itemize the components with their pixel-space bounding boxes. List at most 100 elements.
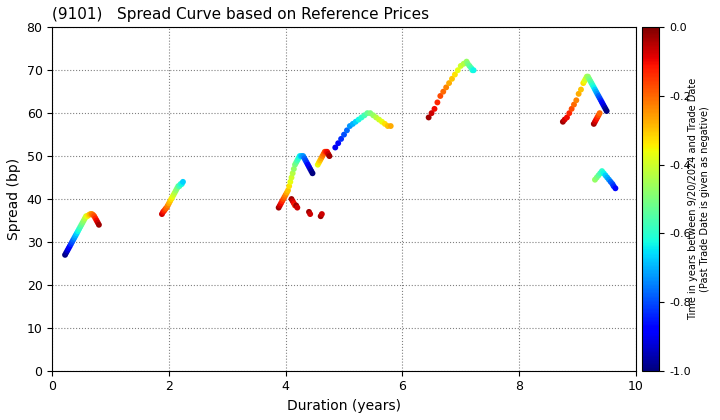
Point (592, 114, 603, 121)
Point (593, 93, 604, 100)
Point (600, 172, 611, 179)
Point (458, 60, 469, 67)
Point (166, 196, 177, 202)
Point (70, 232, 81, 239)
Point (344, 123, 356, 129)
Point (594, 110, 606, 116)
Point (303, 163, 315, 170)
Point (588, 121, 600, 127)
Point (176, 181, 187, 187)
Point (169, 189, 181, 196)
X-axis label: Duration (years): Duration (years) (287, 399, 401, 413)
Point (85, 211, 96, 218)
Point (581, 74, 593, 80)
Point (444, 80, 455, 87)
Point (76, 221, 87, 228)
Point (91, 217, 102, 224)
Point (595, 97, 606, 104)
Point (570, 97, 582, 104)
Point (81, 213, 93, 220)
Point (68, 234, 80, 241)
Point (587, 82, 598, 89)
Point (316, 211, 328, 218)
Point (564, 110, 575, 116)
Point (163, 200, 175, 207)
Point (573, 90, 585, 97)
Point (289, 161, 301, 168)
Point (432, 99, 444, 106)
Point (559, 116, 570, 123)
Point (301, 159, 312, 166)
Point (158, 209, 169, 215)
Point (79, 215, 91, 222)
Point (367, 112, 379, 119)
Point (592, 90, 603, 97)
Point (315, 157, 326, 164)
Point (83, 212, 94, 219)
Point (379, 121, 391, 127)
Point (292, 157, 303, 164)
Point (62, 247, 73, 254)
Point (464, 63, 475, 69)
Point (305, 211, 316, 218)
Point (583, 76, 595, 82)
Point (333, 140, 344, 147)
Point (315, 155, 327, 162)
Point (566, 105, 577, 112)
Point (596, 168, 608, 174)
Point (595, 170, 606, 177)
Point (589, 118, 600, 125)
Point (287, 198, 298, 205)
Point (317, 153, 328, 160)
Point (282, 187, 294, 194)
Point (81, 213, 92, 220)
Point (596, 99, 608, 106)
Point (593, 172, 604, 179)
Point (174, 183, 185, 189)
Point (74, 223, 86, 230)
Point (303, 209, 315, 215)
Point (385, 123, 397, 129)
Point (59, 252, 71, 258)
Point (585, 78, 596, 84)
Point (461, 58, 472, 65)
Point (175, 181, 186, 187)
Point (279, 194, 290, 200)
Point (598, 103, 610, 110)
Point (305, 165, 316, 172)
Point (297, 153, 309, 160)
Point (323, 151, 334, 158)
Point (66, 239, 78, 245)
Point (330, 144, 341, 151)
Point (350, 118, 361, 125)
Point (274, 202, 286, 209)
Point (289, 202, 301, 209)
Point (173, 183, 184, 189)
Point (78, 217, 89, 224)
Point (438, 88, 449, 95)
Point (92, 219, 104, 226)
Point (338, 131, 350, 138)
Point (561, 114, 572, 121)
Point (435, 93, 446, 100)
Point (319, 148, 330, 155)
Point (449, 71, 461, 78)
Point (72, 228, 84, 235)
Point (582, 74, 594, 80)
Point (65, 241, 76, 247)
Point (93, 221, 104, 228)
Point (278, 196, 289, 202)
Point (455, 63, 467, 69)
Point (86, 211, 98, 218)
Point (318, 151, 329, 158)
Point (428, 105, 440, 112)
Point (302, 161, 314, 168)
Point (557, 118, 569, 125)
Point (315, 213, 326, 220)
Point (605, 178, 616, 185)
Point (286, 174, 297, 181)
Point (84, 211, 95, 218)
Point (347, 121, 359, 127)
Point (300, 157, 311, 164)
Point (593, 112, 604, 119)
